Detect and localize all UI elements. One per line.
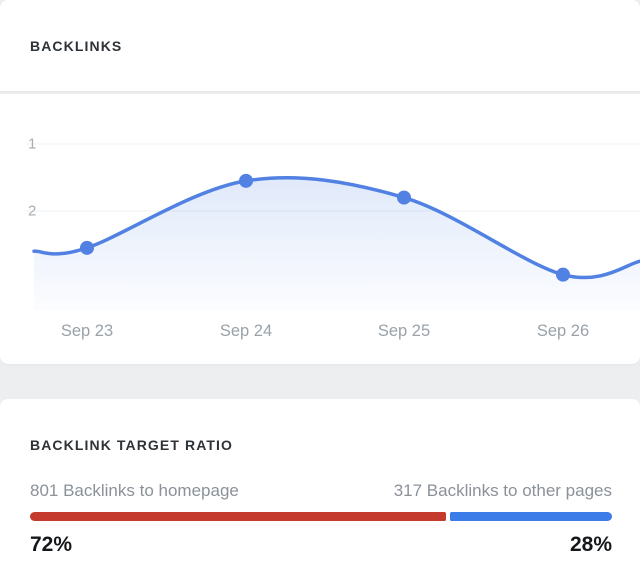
- backlink-target-ratio-card: BACKLINK TARGET RATIO 801 Backlinks to h…: [0, 399, 640, 579]
- data-point-sep-26[interactable]: [556, 267, 570, 282]
- x-axis-label: Sep 25: [377, 322, 431, 340]
- ratio-percents-row: 72% 28%: [30, 533, 612, 557]
- homepage-percent: 72%: [30, 533, 73, 556]
- x-axis-labels: Sep 23 Sep 24 Sep 25 Sep 26: [0, 322, 640, 348]
- other-pages-percent: 28%: [569, 533, 612, 556]
- data-point-sep-24[interactable]: [239, 173, 253, 188]
- y-axis-tick-2: 2: [28, 202, 37, 220]
- x-axis-label: Sep 26: [536, 322, 590, 340]
- backlinks-card-header: BACKLINKS: [0, 0, 640, 91]
- backlinks-line-chart-canvas[interactable]: [0, 94, 640, 364]
- ratio-bar-other-pages-segment: [450, 512, 612, 521]
- data-point-sep-25[interactable]: [397, 190, 411, 205]
- ratio-bar-homepage-segment: [30, 512, 447, 521]
- ratio-title: BACKLINK TARGET RATIO: [30, 437, 234, 453]
- ratio-labels-row: 801 Backlinks to homepage 317 Backlinks …: [30, 480, 612, 501]
- x-axis-label: Sep 23: [60, 322, 114, 340]
- homepage-backlinks-label: 801 Backlinks to homepage: [30, 481, 239, 500]
- other-pages-backlinks-label: 317 Backlinks to other pages: [393, 481, 612, 500]
- data-point-sep-23[interactable]: [80, 240, 94, 255]
- area-fill: [34, 177, 640, 310]
- y-axis-tick-1: 1: [28, 135, 37, 153]
- ratio-bar: [30, 512, 612, 521]
- x-axis-label: Sep 24: [219, 322, 273, 340]
- backlinks-title: BACKLINKS: [30, 37, 123, 54]
- backlinks-chart-card: 1 2 Sep 23 Sep 24 Sep 25 Sep 26: [0, 94, 640, 364]
